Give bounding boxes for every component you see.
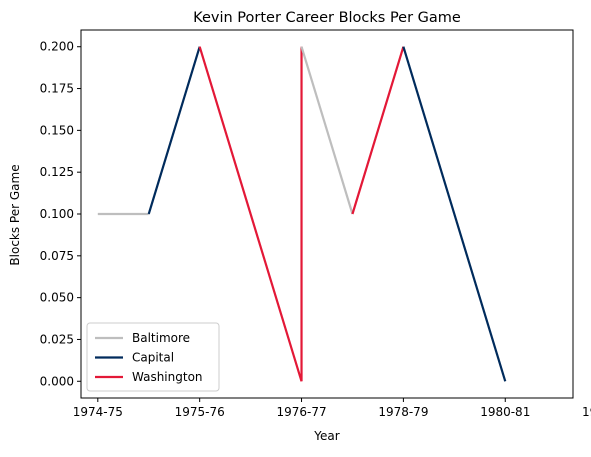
legend-box bbox=[86, 322, 220, 392]
legend-label-capital: Capital bbox=[132, 351, 174, 365]
x-tick-label: 1982-83 bbox=[582, 405, 591, 419]
line-segment-capital-6 bbox=[402, 46, 507, 382]
x-axis-label: Year bbox=[313, 429, 339, 443]
y-tick-label: 0.150 bbox=[40, 123, 74, 137]
y-tick-label: 0.025 bbox=[40, 332, 74, 346]
line-segment-washington-5 bbox=[351, 46, 405, 215]
y-axis-label: Blocks Per Game bbox=[8, 164, 22, 265]
x-tick-label: 1976-77 bbox=[276, 405, 326, 419]
legend: Baltimore Capital Washington bbox=[86, 322, 220, 392]
y-tick-label: 0.200 bbox=[40, 40, 74, 54]
plot-area: 0.000 0.025 0.050 0.075 0.100 0.125 0.150 0.175… bbox=[40, 29, 591, 419]
y-tick-label: 0.125 bbox=[40, 165, 74, 179]
line-segment-baltimore-4 bbox=[300, 46, 354, 215]
legend-label-washington: Washington bbox=[132, 370, 203, 384]
line-segment-capital-1 bbox=[147, 46, 201, 215]
y-tick-label: 0.050 bbox=[40, 291, 74, 305]
x-tick-label: 1980-81 bbox=[480, 405, 530, 419]
line-segment-washington-2 bbox=[198, 46, 303, 382]
x-tick-label: 1978-79 bbox=[378, 405, 428, 419]
x-tick-label: 1975-76 bbox=[175, 405, 225, 419]
chart-title: Kevin Porter Career Blocks Per Game bbox=[193, 10, 461, 26]
y-tick-label: 0.075 bbox=[40, 249, 74, 263]
x-tick-label: 1974-75 bbox=[73, 405, 123, 419]
legend-label-baltimore: Baltimore bbox=[132, 331, 190, 345]
y-tick-label: 0.000 bbox=[40, 374, 74, 388]
y-tick-label: 0.100 bbox=[40, 207, 74, 221]
y-tick-label: 0.175 bbox=[40, 82, 74, 96]
